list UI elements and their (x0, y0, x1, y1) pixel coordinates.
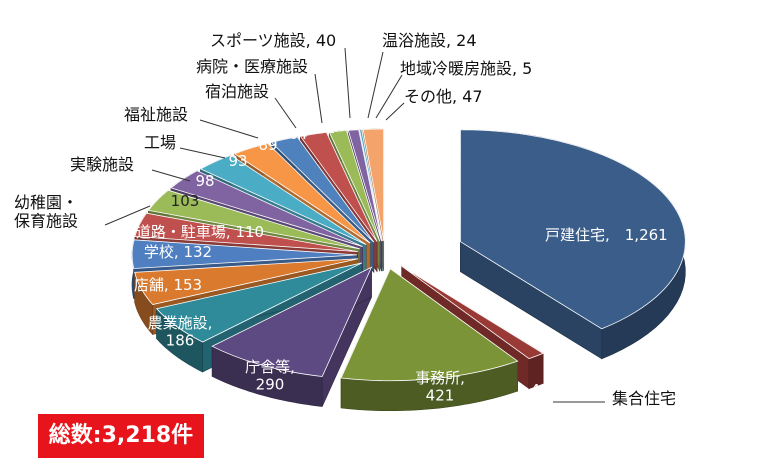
callout-label-17: その他, 47 (404, 87, 483, 106)
callout-label-11: 福祉施設 (124, 105, 188, 124)
callout-label-8: 幼稚園・保育施設 (14, 193, 78, 230)
slice-10 (199, 154, 367, 245)
slice-5 (134, 258, 359, 305)
total-count-badge: 総数:3,218件 (38, 414, 204, 458)
callout-label-15: 温浴施設, 24 (382, 31, 477, 50)
leader-line-15 (367, 51, 384, 119)
slice-label-0: 戸建住宅, 1,261 (545, 226, 668, 244)
slice-8 (147, 189, 360, 250)
slice-label-1: 40 (530, 381, 549, 399)
leader-line-10 (179, 147, 226, 159)
slice-7 (134, 212, 358, 253)
slice-16 (359, 129, 383, 242)
callout-label-13: 病院・医療施設 (196, 57, 308, 76)
leader-line-16 (375, 74, 403, 119)
leader-line-17 (385, 102, 405, 121)
callout-label-10: 工場 (144, 133, 176, 152)
callout-label-12: 宿泊施設 (205, 82, 269, 101)
callout-label-16: 地域冷暖房施設, 5 (400, 59, 532, 78)
slice-2 (340, 268, 519, 382)
leader-line-9 (151, 169, 191, 182)
slice-label-8: 103 (171, 192, 200, 210)
callout-label-9: 実験施設 (70, 155, 134, 174)
slice-4 (155, 262, 363, 343)
slice-label-10: 93 (228, 152, 247, 170)
leader-line-8 (104, 205, 151, 226)
slice-label-3: 庁舎等, 290 (245, 358, 295, 393)
slice-label-12: 64 (288, 125, 307, 143)
slice-6 (131, 239, 358, 269)
slice-0 (459, 129, 686, 330)
slice-label-7: 道路・駐車場, 110 (136, 223, 264, 241)
slice-15 (347, 129, 382, 242)
slice-label-4: 農業施設, 186 (148, 314, 213, 349)
slice-13 (299, 131, 378, 242)
slice-label-11: 89 (258, 136, 277, 154)
slice-3 (211, 266, 373, 377)
callout-label-1: 集合住宅 (612, 389, 676, 408)
leader-line-13 (314, 73, 323, 124)
slice-label-2: 事務所, 421 (415, 369, 465, 404)
callout-label-14: スポーツ施設, 40 (210, 31, 336, 50)
slice-17 (362, 128, 385, 242)
slice-14 (328, 130, 381, 242)
slice-12 (270, 136, 375, 243)
slice-label-9: 98 (195, 172, 214, 190)
leader-line-11 (199, 119, 259, 139)
slice-label-5: 店舗, 153 (134, 276, 202, 294)
slice-label-6: 学校, 132 (144, 243, 212, 261)
leader-line-12 (274, 97, 297, 129)
slice-11 (233, 142, 371, 244)
slice-label-13: 62 (316, 119, 335, 137)
slice-1 (401, 265, 544, 360)
leader-line-14 (344, 47, 351, 119)
